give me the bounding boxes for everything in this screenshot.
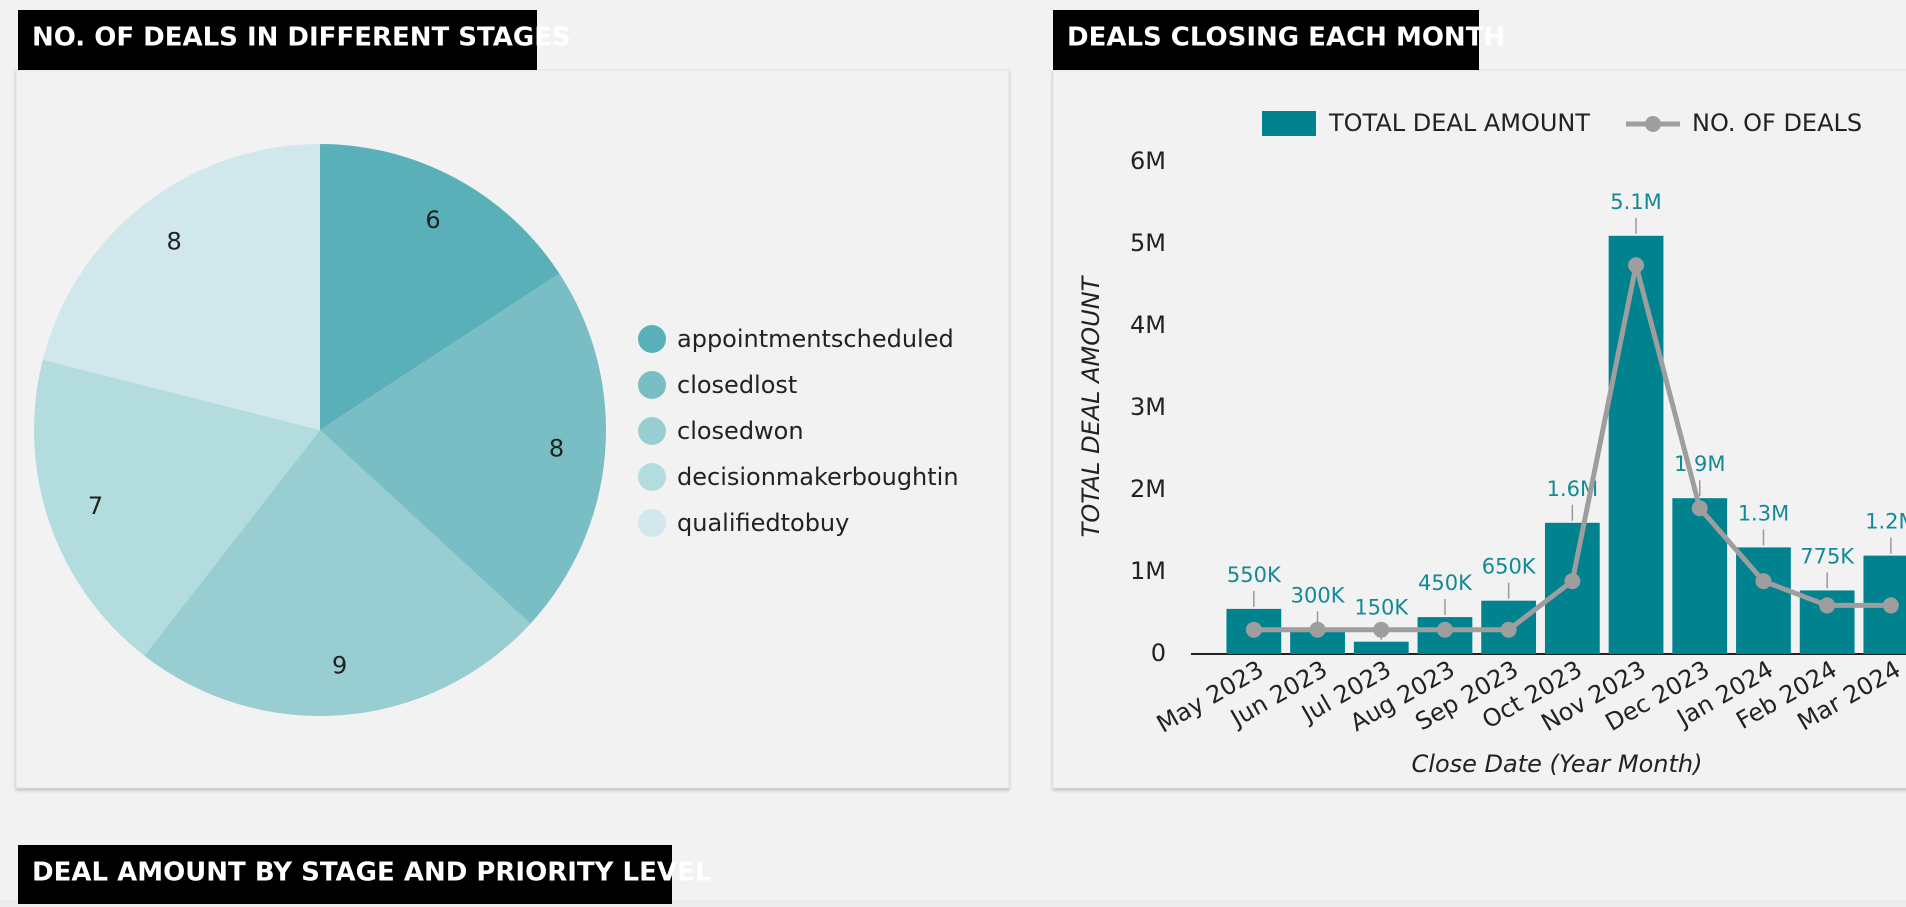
data-label: 7 — [88, 492, 103, 520]
pie-slice — [320, 273, 607, 624]
data-label: 9 — [332, 652, 347, 680]
line-marker — [1500, 621, 1517, 638]
bar — [1736, 547, 1791, 654]
y-tick-label: 6M — [1130, 147, 1166, 175]
line-marker — [1436, 621, 1453, 638]
line-marker — [1373, 621, 1390, 638]
legend-label: closedwon — [677, 417, 804, 445]
line-marker — [1564, 573, 1581, 590]
legend-marker — [638, 417, 666, 445]
legend-marker — [1645, 116, 1661, 132]
y-tick-label: 5M — [1130, 229, 1166, 257]
data-label: 550K — [1227, 563, 1282, 587]
chart-title: NO. OF DEALS IN DIFFERENT STAGES — [32, 23, 571, 53]
data-label: 775K — [1800, 544, 1855, 568]
bar — [1353, 641, 1409, 654]
legend-marker — [638, 325, 666, 353]
bar — [1672, 498, 1728, 654]
line-marker — [1819, 597, 1836, 614]
legend-marker — [638, 509, 666, 537]
line-marker — [1882, 597, 1899, 614]
line-marker — [1755, 573, 1772, 590]
title-bar — [18, 845, 672, 904]
data-label: 1.3M — [1738, 501, 1790, 525]
data-label: 6 — [425, 206, 440, 234]
line-marker — [1691, 500, 1708, 517]
legend-label: closedlost — [677, 371, 797, 399]
data-label: 150K — [1354, 596, 1409, 620]
data-label: 1.9M — [1674, 452, 1726, 476]
x-axis-title: Close Date (Year Month) — [1412, 750, 1703, 778]
bar — [1608, 235, 1664, 655]
line-marker — [1245, 621, 1262, 638]
line-marker — [1309, 621, 1326, 638]
data-label: 5.1M — [1610, 190, 1662, 214]
data-label: 8 — [549, 435, 564, 463]
data-label: 1.2M — [1865, 510, 1906, 534]
title-bar — [1053, 10, 1479, 70]
pie-slice — [33, 359, 320, 656]
legend-label: qualifiedtobuy — [677, 509, 849, 537]
legend-marker — [638, 371, 666, 399]
y-tick-label: 4M — [1130, 311, 1166, 339]
panel — [1052, 69, 1906, 789]
y-tick-label: 0 — [1151, 639, 1166, 667]
pie-slice — [144, 430, 531, 716]
y-axis-title: TOTAL DEAL AMOUNT — [1077, 274, 1105, 537]
y-tick-label: 1M — [1130, 557, 1166, 585]
y-tick-label: 2M — [1130, 475, 1166, 503]
section-title: DEAL AMOUNT BY STAGE AND PRIORITY LEVEL — [32, 858, 711, 888]
panel — [0, 900, 1906, 907]
legend-label: appointmentscheduled — [677, 325, 954, 353]
chart-title: DEALS CLOSING EACH MONTH — [1067, 23, 1505, 53]
legend-label: decisionmakerboughtin — [677, 463, 959, 491]
pie-slice — [320, 144, 560, 430]
legend-label: NO. OF DEALS — [1692, 109, 1862, 137]
data-label: 650K — [1482, 555, 1537, 579]
legend-marker — [638, 463, 666, 491]
legend-label: TOTAL DEAL AMOUNT — [1328, 109, 1590, 137]
line-marker — [1628, 257, 1645, 274]
y-tick-label: 3M — [1130, 393, 1166, 421]
title-bar — [18, 10, 537, 70]
data-label: 450K — [1418, 571, 1473, 595]
pie-slice — [42, 144, 320, 430]
legend-marker — [1262, 111, 1316, 136]
data-label: 8 — [167, 228, 182, 256]
data-label: 300K — [1291, 583, 1346, 607]
